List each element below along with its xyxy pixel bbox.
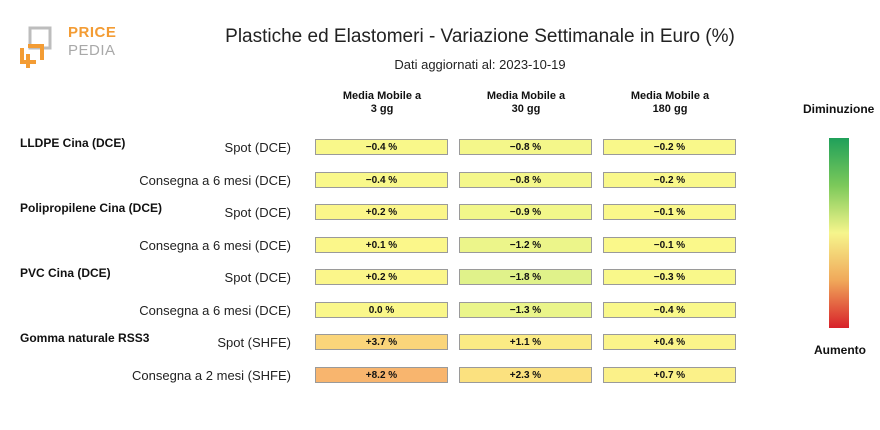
value-cell: +0.2 % (315, 204, 448, 220)
value-cell: −0.4 % (603, 301, 736, 318)
scale-label-increase: Aumento (814, 343, 866, 357)
value-cell: −0.2 % (603, 139, 736, 155)
logo-mark-icon (20, 26, 52, 68)
group-label: PVC Cina (DCE) (20, 266, 111, 280)
row-label: Spot (DCE) (224, 270, 291, 285)
value-cell: −0.1 % (603, 204, 736, 220)
row-label: Spot (SHFE) (217, 335, 291, 350)
value-cell: +1.1 % (459, 334, 592, 350)
value-cell: +2.3 % (459, 366, 592, 383)
column-header-line2: 3 gg (370, 103, 394, 115)
value-cell: −0.8 % (459, 171, 592, 188)
row-label: Consegna a 6 mesi (DCE) (139, 172, 291, 188)
column-header: Media Mobile a 30 gg (456, 90, 596, 116)
scale-label-decrease: Diminuzione (803, 102, 875, 116)
row-label: Spot (DCE) (224, 140, 291, 155)
value-cell: −1.8 % (459, 269, 592, 285)
row-label: Spot (DCE) (224, 205, 291, 220)
value-cell: −0.4 % (315, 139, 448, 155)
pricepedia-logo: PRICE PEDIA (20, 22, 130, 74)
value-cell: −1.2 % (459, 236, 592, 253)
value-cell: −0.8 % (459, 139, 592, 155)
column-header-line1: Media Mobile a (486, 90, 566, 102)
value-cell: −0.4 % (315, 171, 448, 188)
value-cell: 0.0 % (315, 301, 448, 318)
value-cell: −1.3 % (459, 301, 592, 318)
chart-subtitle: Dati aggiornati al: 2023-10-19 (394, 57, 566, 72)
row-label: Consegna a 6 mesi (DCE) (139, 237, 291, 253)
value-cell: +8.2 % (315, 366, 448, 383)
value-cell: +0.7 % (603, 366, 736, 383)
column-header-line2: 180 gg (652, 103, 688, 115)
group-label: Gomma naturale RSS3 (20, 331, 150, 345)
value-cell: +3.7 % (315, 334, 448, 350)
group-label: LLDPE Cina (DCE) (20, 136, 126, 150)
group-label: Polipropilene Cina (DCE) (20, 201, 163, 215)
column-header: Media Mobile a 180 gg (600, 90, 740, 116)
row-label: Consegna a 6 mesi (DCE) (139, 302, 291, 318)
value-cell: −0.2 % (603, 171, 736, 188)
color-scale-bar (829, 138, 849, 328)
chart-title: Plastiche ed Elastomeri - Variazione Set… (225, 26, 735, 47)
value-cell: +0.4 % (603, 334, 736, 350)
row-label: Consegna a 2 mesi (SHFE) (132, 367, 291, 383)
column-header-line2: 30 gg (511, 103, 541, 115)
value-cell: −0.3 % (603, 269, 736, 285)
column-header-line1: Media Mobile a (342, 90, 422, 102)
value-cell: +0.2 % (315, 269, 448, 285)
logo-word-price: PRICE (68, 24, 117, 41)
value-cell: −0.1 % (603, 236, 736, 253)
value-cell: −0.9 % (459, 204, 592, 220)
value-cell: +0.1 % (315, 236, 448, 253)
column-header-line1: Media Mobile a (630, 90, 710, 102)
logo-word-pedia: PEDIA (68, 42, 116, 59)
